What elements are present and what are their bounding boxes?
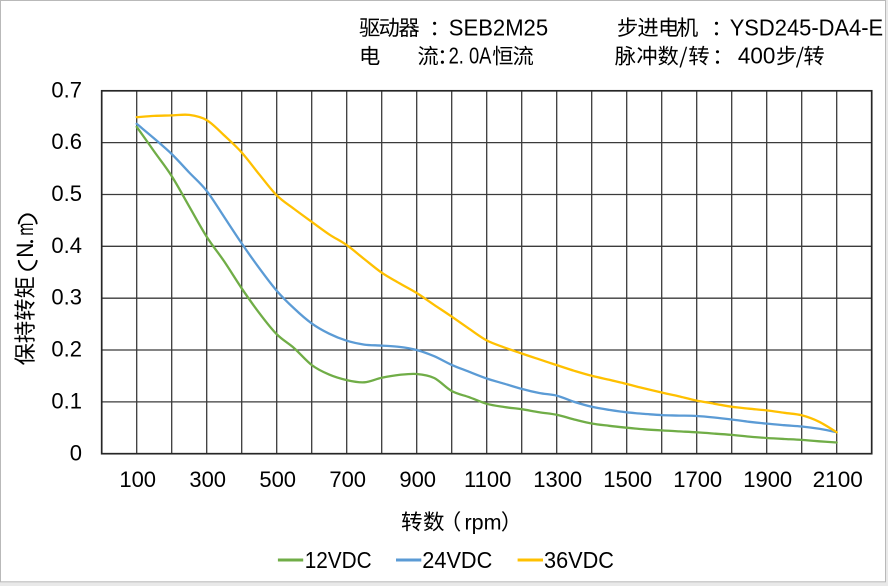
svg-text:SEB2M25: SEB2M25 xyxy=(449,14,548,40)
svg-text:0: 0 xyxy=(70,440,82,465)
svg-text:1500: 1500 xyxy=(603,467,652,492)
svg-text:0.7: 0.7 xyxy=(51,77,82,102)
svg-text:0.2: 0.2 xyxy=(51,337,82,362)
svg-text:0.1: 0.1 xyxy=(51,388,82,413)
svg-text:1900: 1900 xyxy=(743,467,792,492)
svg-text:rpm: rpm xyxy=(465,511,502,535)
svg-text:0.5: 0.5 xyxy=(51,181,82,206)
svg-text:0.3: 0.3 xyxy=(51,285,82,310)
svg-text:100: 100 xyxy=(119,467,156,492)
svg-text:2. 0A: 2. 0A xyxy=(449,43,492,69)
svg-text:1100: 1100 xyxy=(464,467,511,492)
svg-text:0.4: 0.4 xyxy=(51,233,82,258)
svg-text:700: 700 xyxy=(329,467,366,492)
svg-text:36VDC: 36VDC xyxy=(544,547,614,573)
svg-text:500: 500 xyxy=(259,467,296,492)
svg-text:2100: 2100 xyxy=(813,467,863,492)
svg-text:1700: 1700 xyxy=(673,467,722,492)
svg-text:1300: 1300 xyxy=(533,467,582,492)
svg-text:0.6: 0.6 xyxy=(51,129,82,154)
svg-text:12VDC: 12VDC xyxy=(305,547,372,573)
svg-text:900: 900 xyxy=(399,467,436,492)
svg-text:400: 400 xyxy=(738,43,776,69)
svg-text:YSD245-DA4-E: YSD245-DA4-E xyxy=(730,14,884,40)
svg-text:300: 300 xyxy=(189,467,226,492)
svg-text:24VDC: 24VDC xyxy=(422,547,492,573)
